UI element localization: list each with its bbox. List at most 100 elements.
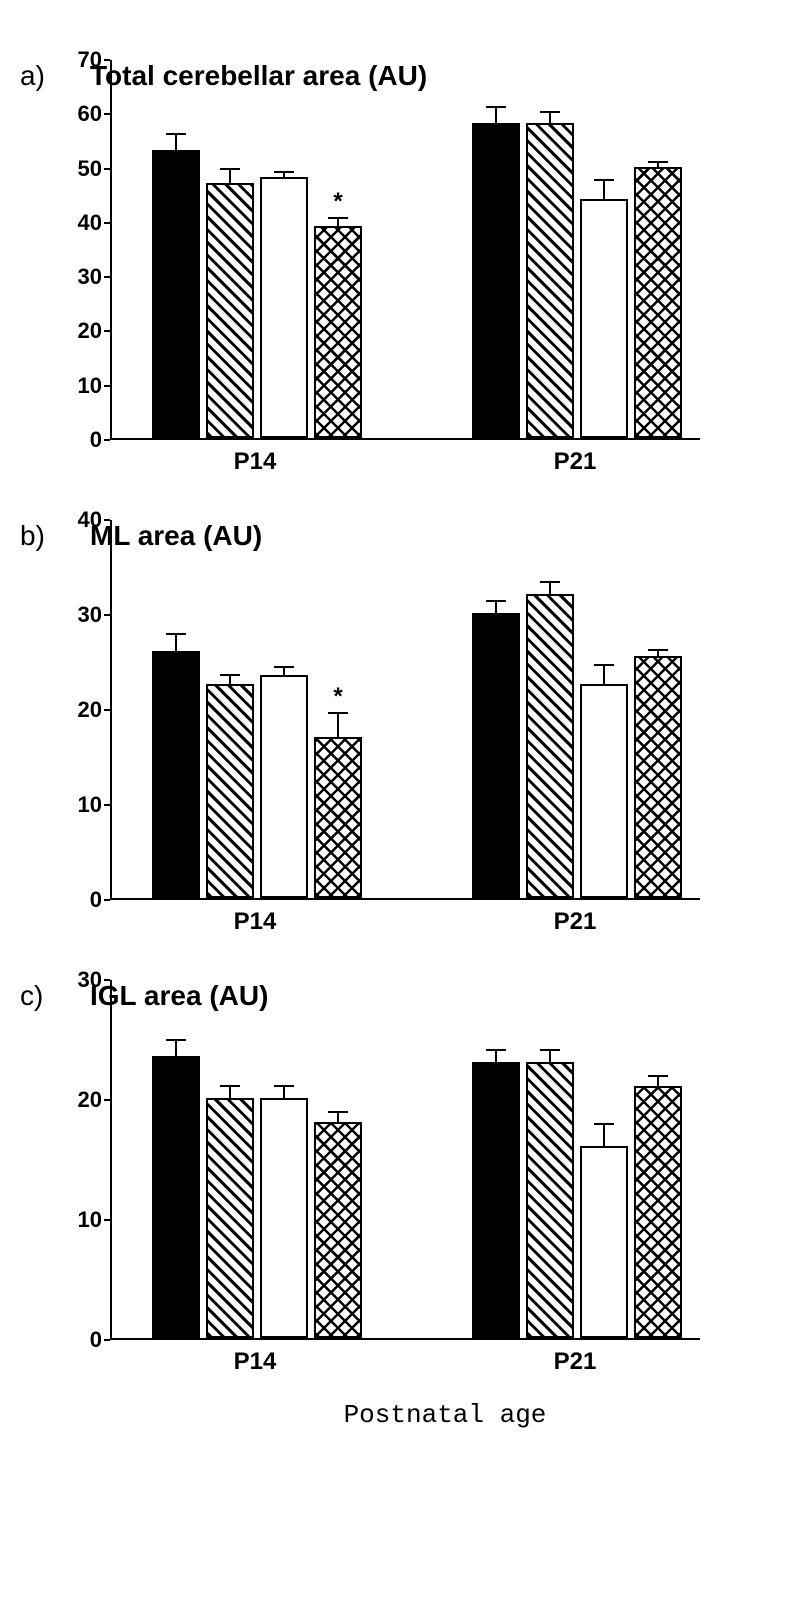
error-cap [648, 1075, 668, 1077]
y-tick-label: 10 [78, 373, 102, 399]
error-bar [495, 107, 497, 123]
error-bar [175, 634, 177, 651]
bar-fill [206, 183, 254, 438]
error-bar [175, 134, 177, 150]
error-cap [166, 133, 186, 135]
error-bar [495, 601, 497, 613]
bar [152, 651, 200, 898]
error-bar [337, 218, 339, 226]
x-tick-label: P21 [554, 908, 597, 936]
bar-fill [260, 177, 308, 438]
y-tick-label: 70 [78, 47, 102, 73]
bar [472, 123, 520, 438]
bar: * [314, 737, 362, 899]
chart-panel-b: b)ML area (AU)010203040*P14P21 [20, 520, 780, 940]
bar [580, 684, 628, 898]
bar [634, 656, 682, 898]
panel-label: c) [20, 980, 43, 1012]
bar [260, 1098, 308, 1338]
bars-container [112, 980, 700, 1338]
error-cap [540, 581, 560, 583]
error-bar [283, 667, 285, 675]
x-labels: P14 P21 [110, 900, 700, 940]
y-tick-label: 20 [78, 1087, 102, 1113]
bar [526, 594, 574, 898]
bar-fill [526, 594, 574, 898]
error-cap [274, 171, 294, 173]
chart-panel-c: c)IGL area (AU)0102030P14P21 [20, 980, 780, 1380]
significance-marker: * [333, 683, 342, 711]
y-tick-label: 30 [78, 264, 102, 290]
error-cap [594, 664, 614, 666]
x-tick-label: P14 [234, 1348, 277, 1376]
bar [472, 613, 520, 898]
x-labels: P14P21 [110, 1340, 700, 1380]
bar-fill [260, 1098, 308, 1338]
bar-fill [206, 684, 254, 898]
error-bar [657, 1076, 659, 1086]
bar-fill [580, 684, 628, 898]
bar [206, 183, 254, 438]
error-cap [220, 674, 240, 676]
bar-fill [634, 1086, 682, 1338]
error-cap [648, 161, 668, 163]
bar [152, 1056, 200, 1338]
error-bar [337, 713, 339, 737]
panel-label: a) [20, 60, 45, 92]
error-bar [175, 1040, 177, 1056]
bar-fill [152, 651, 200, 898]
figure: a)Total cerebellar area (AU)010203040506… [0, 0, 800, 1460]
bars-container: * [112, 520, 700, 898]
bar-fill [634, 167, 682, 438]
error-cap [648, 649, 668, 651]
y-tick-label: 50 [78, 156, 102, 182]
error-cap [274, 1085, 294, 1087]
error-bar [229, 1086, 231, 1098]
x-labels: P14P21 [110, 440, 700, 480]
bar-fill [472, 1062, 520, 1338]
bar: * [314, 226, 362, 438]
error-cap [220, 1085, 240, 1087]
error-bar [229, 675, 231, 685]
y-tick-label: 10 [78, 1207, 102, 1233]
error-bar [283, 1086, 285, 1098]
bar-fill [580, 1146, 628, 1338]
bar [580, 199, 628, 438]
panel-label: b) [20, 520, 45, 552]
error-bar [337, 1112, 339, 1122]
chart-wrap: 010203040506070*P14P21 [110, 60, 780, 480]
bar [526, 123, 574, 438]
error-cap [328, 712, 348, 714]
y-tick-label: 40 [78, 210, 102, 236]
panels-host: a)Total cerebellar area (AU)010203040506… [20, 60, 780, 1380]
bar-fill [314, 737, 362, 899]
error-bar [603, 665, 605, 684]
bar-fill [206, 1098, 254, 1338]
error-cap [486, 106, 506, 108]
bar [206, 684, 254, 898]
y-tick-label: 0 [90, 427, 102, 453]
bar [634, 1086, 682, 1338]
error-bar [495, 1050, 497, 1062]
bar-fill [314, 1122, 362, 1338]
x-tick-label: P14 [234, 908, 277, 936]
error-cap [594, 179, 614, 181]
bar-fill [526, 123, 574, 438]
y-tick-label: 20 [78, 318, 102, 344]
bar-fill [152, 1056, 200, 1338]
x-tick-label: P21 [554, 448, 597, 476]
y-tick-label: 0 [90, 887, 102, 913]
bar [526, 1062, 574, 1338]
bar [260, 675, 308, 898]
plot-area [110, 980, 700, 1340]
chart-panel-a: a)Total cerebellar area (AU)010203040506… [20, 60, 780, 480]
bar [314, 1122, 362, 1338]
error-cap [486, 600, 506, 602]
chart-wrap: 0102030P14P21 [110, 980, 780, 1380]
bar [472, 1062, 520, 1338]
error-cap [540, 1049, 560, 1051]
bar-fill [314, 226, 362, 438]
error-cap [486, 1049, 506, 1051]
error-bar [229, 169, 231, 183]
bar-fill [634, 656, 682, 898]
